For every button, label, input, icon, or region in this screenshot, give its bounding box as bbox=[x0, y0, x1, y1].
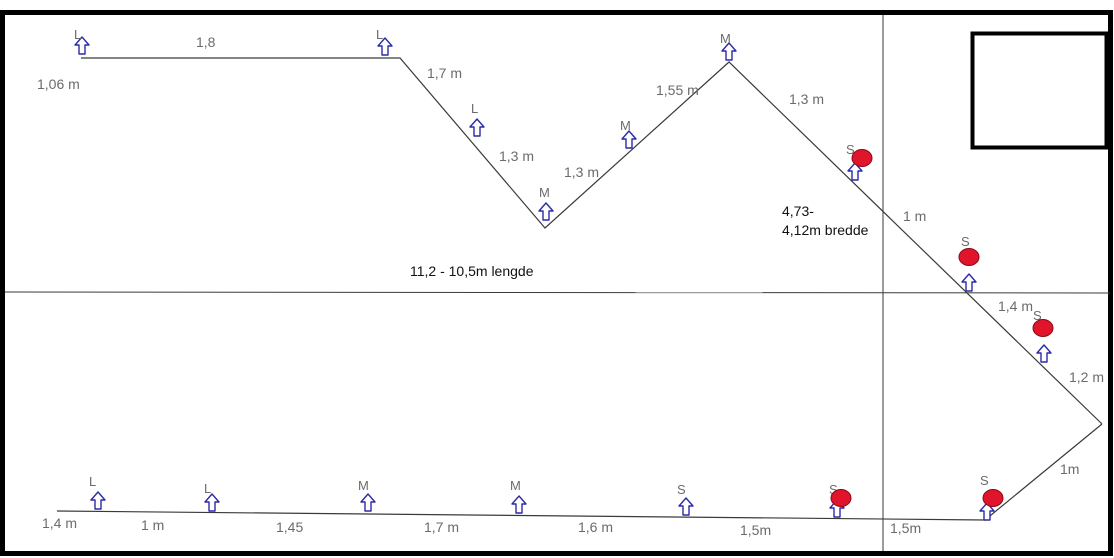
dimension-label: 1,45 bbox=[276, 519, 303, 535]
dimension-label: 1,2 m bbox=[1069, 369, 1104, 385]
position-marker-top-4: M bbox=[538, 185, 554, 221]
up-arrow-icon bbox=[538, 202, 554, 221]
position-letter: L bbox=[89, 474, 96, 489]
dimension-label: 1,8 bbox=[196, 34, 216, 50]
dimension-label: 1m bbox=[1060, 461, 1079, 477]
up-arrow-icon bbox=[511, 495, 527, 514]
up-arrow-icon bbox=[90, 491, 106, 510]
dimension-label: 1,4 m bbox=[42, 515, 77, 531]
outer-frame bbox=[0, 10, 1113, 556]
dimension-label: 1,06 m bbox=[37, 76, 80, 92]
position-marker-top-1: L bbox=[74, 27, 90, 55]
position-marker-bottom-1: L bbox=[89, 474, 106, 510]
position-marker-top-8: S bbox=[958, 234, 980, 292]
position-letter: S bbox=[829, 482, 838, 497]
length-annotation: 11,2 - 10,5m lengde bbox=[410, 263, 534, 279]
position-marker-top-7: S bbox=[846, 142, 873, 181]
position-letter: M bbox=[358, 478, 369, 493]
up-arrow-icon bbox=[360, 493, 376, 512]
red-dot-marker bbox=[982, 489, 1004, 507]
horizontal-reference-line bbox=[4, 291, 1111, 294]
dimension-label: 1,6 m bbox=[578, 519, 613, 535]
width-annotation-line1: 4,73- bbox=[782, 203, 814, 219]
position-letter: M bbox=[620, 118, 631, 133]
position-marker-bottom-4: M bbox=[510, 478, 527, 514]
red-dot-marker bbox=[830, 489, 852, 507]
position-marker-bottom-5: S bbox=[677, 482, 694, 516]
up-arrow-icon bbox=[1036, 344, 1052, 363]
position-letter: L bbox=[471, 101, 478, 116]
dimension-label: 1,4 m bbox=[998, 298, 1033, 314]
dimension-label: 1,3 m bbox=[564, 164, 599, 180]
red-dot-marker bbox=[958, 248, 980, 266]
position-marker-top-3: L bbox=[469, 101, 485, 137]
up-arrow-icon bbox=[621, 130, 637, 149]
position-marker-bottom-7: S bbox=[979, 473, 1004, 521]
position-marker-top-2: L bbox=[376, 27, 393, 56]
corner-box bbox=[970, 31, 1109, 150]
up-arrow-icon bbox=[204, 493, 220, 512]
width-annotation-line2: 4,12m bredde bbox=[782, 222, 869, 238]
position-letter: S bbox=[677, 482, 686, 497]
up-arrow-icon bbox=[961, 273, 977, 292]
top-route-line bbox=[81, 57, 1103, 425]
dimension-label: 1,7 m bbox=[424, 519, 459, 535]
position-letter: S bbox=[846, 142, 855, 157]
dimension-label: 1 m bbox=[141, 517, 164, 533]
position-letter: L bbox=[74, 27, 81, 42]
position-letter: M bbox=[720, 31, 731, 46]
position-letter: L bbox=[204, 481, 211, 496]
position-letter: M bbox=[510, 478, 521, 493]
position-letter: S bbox=[1033, 308, 1042, 323]
dimension-label: 1,5m bbox=[740, 522, 771, 538]
dimension-label: 1,55 m bbox=[656, 82, 699, 98]
dimension-label: 1,5m bbox=[890, 520, 921, 536]
position-marker-top-6: M bbox=[720, 31, 737, 61]
position-marker-top-5: M bbox=[620, 118, 637, 149]
position-marker-bottom-2: L bbox=[204, 481, 220, 512]
dimension-label: 1 m bbox=[903, 208, 926, 224]
position-marker-bottom-3: M bbox=[358, 478, 376, 512]
red-dot-marker bbox=[851, 149, 873, 167]
position-marker-bottom-6: S bbox=[829, 482, 852, 518]
dimension-label: 1,7 m bbox=[427, 65, 462, 81]
dimension-label: 1,3 m bbox=[789, 91, 824, 107]
red-dot-marker bbox=[1032, 319, 1054, 337]
up-arrow-icon bbox=[678, 497, 694, 516]
position-letter: S bbox=[961, 234, 970, 249]
position-marker-top-9: S bbox=[1032, 308, 1054, 363]
position-letter: M bbox=[539, 185, 550, 200]
up-arrow-icon bbox=[469, 118, 485, 137]
dimension-label: 1,3 m bbox=[499, 148, 534, 164]
position-letter: L bbox=[376, 27, 383, 42]
position-letter: S bbox=[980, 473, 989, 488]
